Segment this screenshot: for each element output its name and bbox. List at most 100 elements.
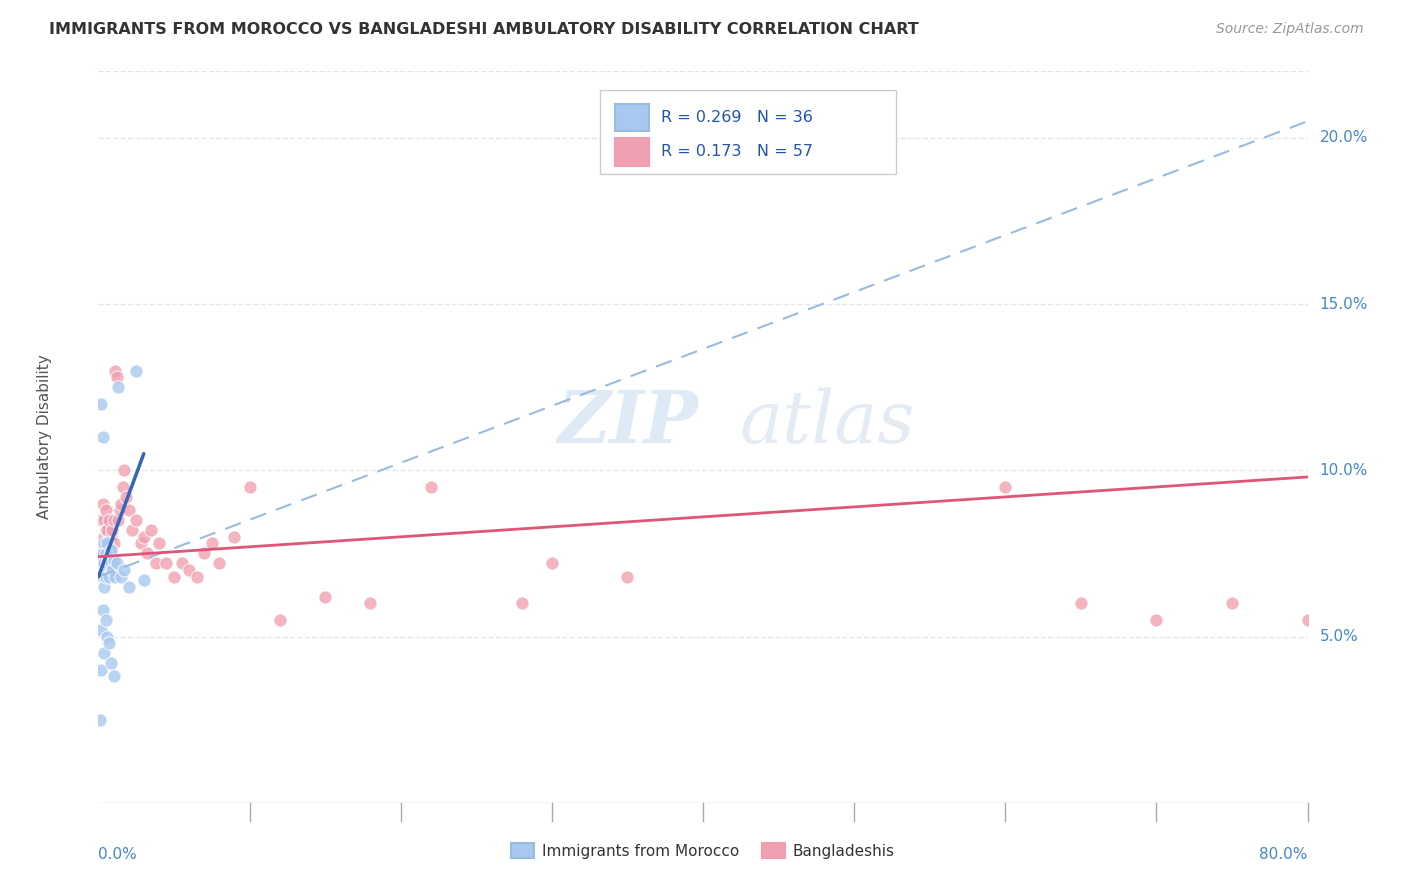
Point xyxy=(155,557,177,571)
Point xyxy=(94,503,117,517)
Point xyxy=(93,513,115,527)
Legend: Immigrants from Morocco, Bangladeshis: Immigrants from Morocco, Bangladeshis xyxy=(505,837,901,864)
Point xyxy=(177,563,201,577)
Point xyxy=(96,536,118,550)
Point xyxy=(101,523,124,537)
Point xyxy=(141,523,163,537)
Point xyxy=(1070,596,1092,610)
Point xyxy=(93,646,115,660)
Point xyxy=(94,570,117,584)
Point xyxy=(114,490,136,504)
Point xyxy=(107,380,129,394)
FancyBboxPatch shape xyxy=(614,138,648,166)
Point xyxy=(98,570,121,584)
Point xyxy=(94,546,117,560)
Point xyxy=(100,546,122,560)
Point xyxy=(132,530,155,544)
Point xyxy=(91,497,114,511)
Point xyxy=(121,523,143,537)
Point xyxy=(98,549,121,564)
Point xyxy=(419,480,441,494)
Point xyxy=(91,603,114,617)
Point xyxy=(89,553,111,567)
Point xyxy=(112,563,135,577)
Point xyxy=(93,557,115,571)
Point xyxy=(91,570,114,584)
Point xyxy=(90,397,112,411)
Point xyxy=(103,553,125,567)
Text: Source: ZipAtlas.com: Source: ZipAtlas.com xyxy=(1216,22,1364,37)
Point xyxy=(94,563,117,577)
Point xyxy=(101,563,124,577)
Point xyxy=(107,513,129,527)
FancyBboxPatch shape xyxy=(614,103,648,131)
Point xyxy=(98,636,121,650)
Point xyxy=(100,530,122,544)
FancyBboxPatch shape xyxy=(600,90,897,174)
Point xyxy=(96,523,118,537)
Point xyxy=(103,669,125,683)
Point xyxy=(540,557,562,571)
Point xyxy=(91,430,114,444)
Point xyxy=(129,536,152,550)
Point xyxy=(269,613,291,627)
Point xyxy=(145,557,167,571)
Point xyxy=(91,546,114,560)
Point xyxy=(125,363,148,377)
Text: 0.0%: 0.0% xyxy=(98,847,138,862)
Point xyxy=(224,530,246,544)
Point xyxy=(201,536,224,550)
Text: ZIP: ZIP xyxy=(558,387,699,458)
Text: R = 0.269   N = 36: R = 0.269 N = 36 xyxy=(661,110,813,125)
Point xyxy=(96,557,118,571)
Point xyxy=(125,513,148,527)
Point xyxy=(90,663,112,677)
Point xyxy=(1296,613,1319,627)
Point xyxy=(132,573,155,587)
Point xyxy=(98,513,121,527)
Point xyxy=(118,580,141,594)
Point xyxy=(93,536,115,550)
Point xyxy=(112,463,135,477)
Text: 15.0%: 15.0% xyxy=(1320,297,1368,311)
Point xyxy=(90,623,112,637)
Point xyxy=(360,596,382,610)
Point xyxy=(94,523,117,537)
Point xyxy=(314,590,336,604)
Point xyxy=(105,370,128,384)
Point xyxy=(100,557,122,571)
Point xyxy=(104,570,127,584)
Point xyxy=(110,570,132,584)
Text: 10.0%: 10.0% xyxy=(1320,463,1368,478)
Point xyxy=(89,713,111,727)
Point xyxy=(170,557,193,571)
Point xyxy=(1220,596,1243,610)
Point xyxy=(90,536,112,550)
Point xyxy=(100,656,122,670)
Point xyxy=(94,613,117,627)
Point xyxy=(994,480,1017,494)
Point xyxy=(110,497,132,511)
Point xyxy=(103,536,125,550)
Text: 80.0%: 80.0% xyxy=(1260,847,1308,862)
Point xyxy=(93,530,115,544)
Point xyxy=(91,546,114,560)
Point xyxy=(186,570,208,584)
Point xyxy=(104,363,127,377)
Point xyxy=(1144,613,1167,627)
Point xyxy=(98,536,121,550)
Point xyxy=(193,546,215,560)
Point xyxy=(96,630,118,644)
Text: R = 0.173   N = 57: R = 0.173 N = 57 xyxy=(661,145,813,160)
Point xyxy=(118,503,141,517)
Point xyxy=(103,513,125,527)
Point xyxy=(108,503,131,517)
Text: atlas: atlas xyxy=(740,387,915,458)
Point xyxy=(163,570,186,584)
Point xyxy=(105,557,128,571)
Point xyxy=(93,580,115,594)
Point xyxy=(100,543,122,558)
Text: IMMIGRANTS FROM MOROCCO VS BANGLADESHI AMBULATORY DISABILITY CORRELATION CHART: IMMIGRANTS FROM MOROCCO VS BANGLADESHI A… xyxy=(49,22,920,37)
Point xyxy=(616,570,638,584)
Point xyxy=(96,536,118,550)
